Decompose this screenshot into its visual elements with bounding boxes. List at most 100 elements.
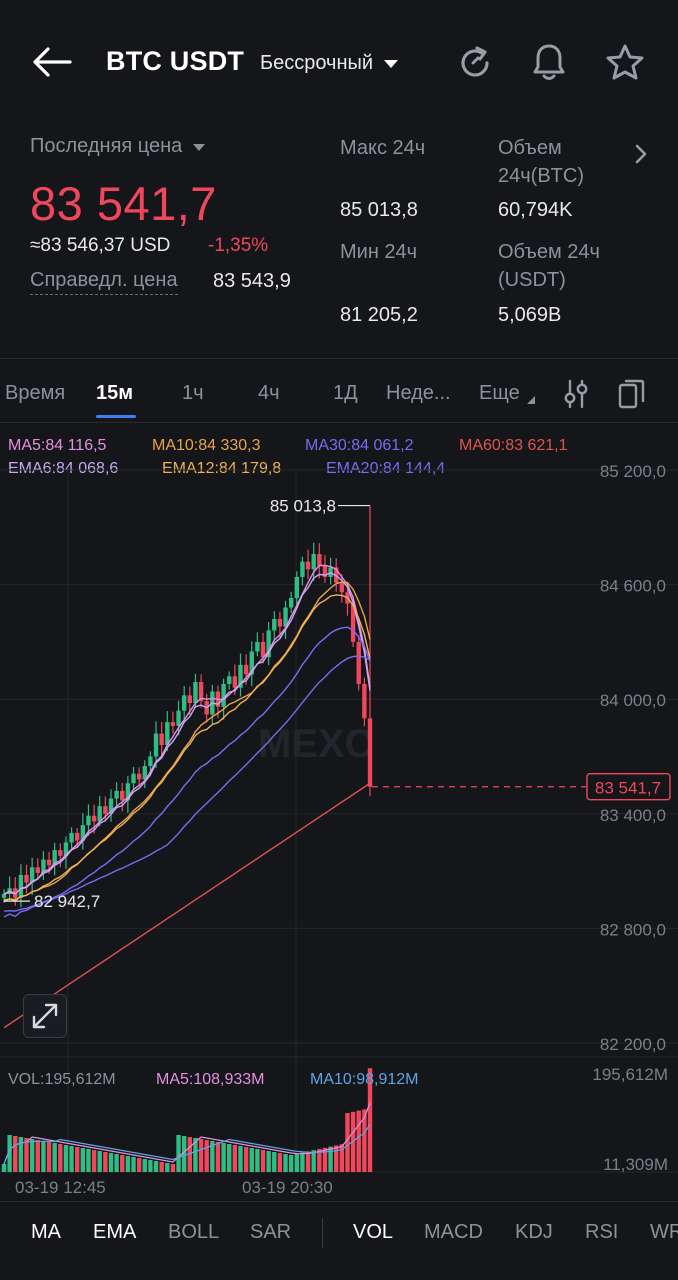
- volume-bar: [176, 1135, 181, 1172]
- legend-ema12: EMA12:84 179,8: [162, 460, 282, 477]
- candle-body: [350, 603, 356, 642]
- fair-price-value: 83 543,9: [213, 270, 291, 292]
- time-tick-label: 03-19 20:30: [242, 1178, 333, 1197]
- volume-bar: [272, 1152, 277, 1172]
- indicator-tab-sar[interactable]: SAR: [250, 1221, 292, 1243]
- volume-bar: [165, 1163, 170, 1172]
- ema20-line: [3, 626, 371, 912]
- candle-body: [153, 733, 159, 757]
- tab-more-label: Еще: [479, 382, 520, 404]
- last-price-label: Последняя цена: [30, 135, 183, 157]
- candle-body: [334, 567, 339, 583]
- indicator-tab-macd[interactable]: MACD: [424, 1221, 483, 1243]
- volume-bar: [35, 1140, 40, 1172]
- volume-bar: [215, 1142, 221, 1172]
- volume-bar: [305, 1151, 311, 1172]
- candle-body: [255, 641, 260, 652]
- chart-bottom-divider: [0, 1201, 678, 1202]
- last-price-dropdown[interactable]: Последняя цена: [30, 135, 206, 158]
- volume-bar: [322, 1147, 328, 1172]
- indicator-tab-kdj[interactable]: KDJ: [515, 1221, 553, 1243]
- volume-tick-label: 11,309M: [603, 1155, 668, 1174]
- volume-bar: [148, 1160, 153, 1172]
- candle-body: [210, 691, 215, 715]
- ma30-line: [3, 655, 371, 918]
- refresh-icon[interactable]: [456, 44, 494, 82]
- volume-bar: [131, 1157, 136, 1172]
- star-favorite-icon[interactable]: [605, 43, 645, 81]
- tab-1d[interactable]: 1Д: [333, 382, 358, 404]
- indicator-tab-vol[interactable]: VOL: [353, 1221, 394, 1243]
- indicator-tab-rsi[interactable]: RSI: [585, 1221, 619, 1243]
- volume-usdt-value: 5,069B: [498, 304, 562, 326]
- candle-body: [317, 554, 322, 566]
- volume-bar: [204, 1140, 209, 1172]
- tab-time[interactable]: Время: [5, 382, 66, 404]
- bell-icon[interactable]: [530, 42, 568, 82]
- change-percent: -1,35%: [208, 235, 269, 256]
- volume-bar: [97, 1151, 102, 1172]
- tab-week[interactable]: Неде...: [386, 382, 451, 404]
- tab-15m[interactable]: 15м: [96, 382, 134, 404]
- tab-more[interactable]: Еще: [479, 382, 536, 405]
- indicator-tab-wr[interactable]: WR: [650, 1221, 678, 1243]
- volume-bar: [13, 1136, 18, 1172]
- caret-down-icon: [192, 143, 205, 151]
- volume-btc-label: Объем 24ч(BTC): [498, 134, 584, 190]
- candle-body: [1, 894, 7, 898]
- candle-body: [108, 798, 114, 814]
- candle-body: [215, 691, 221, 707]
- candle-body: [35, 867, 40, 874]
- back-arrow-icon[interactable]: [30, 44, 74, 80]
- candle-body: [58, 850, 63, 856]
- legend-vol-ma10: MA10:98,912M: [310, 1071, 419, 1088]
- high-24h-label: Макс 24ч: [340, 137, 426, 159]
- candle-body: [367, 718, 373, 787]
- volume-bar: [356, 1110, 361, 1172]
- volume-usdt-label-line2: (USDT): [498, 269, 566, 291]
- volume-bar: [120, 1155, 125, 1172]
- volume-bar: [29, 1139, 35, 1172]
- candle-body: [283, 607, 288, 627]
- candle-body: [125, 783, 131, 801]
- copy-layout-icon[interactable]: [617, 377, 647, 411]
- volume-bar: [260, 1150, 266, 1172]
- contract-type-selector[interactable]: Бессрочный: [260, 52, 399, 75]
- legend-ma10: MA10:84 330,3: [152, 437, 261, 454]
- volume-bar: [170, 1164, 176, 1172]
- volume-bar: [75, 1147, 80, 1172]
- chevron-right-icon[interactable]: [632, 142, 650, 166]
- candle-body: [193, 682, 198, 704]
- price-tick-label: 84 000,0: [600, 691, 666, 710]
- tab-4h[interactable]: 4ч: [258, 382, 280, 404]
- tab-1h[interactable]: 1ч: [182, 382, 204, 404]
- volume-bar: [52, 1143, 57, 1172]
- expand-chart-button[interactable]: [23, 994, 67, 1038]
- indicator-tab-ma[interactable]: MA: [31, 1221, 61, 1243]
- high-marker-label: 85 013,8: [270, 497, 336, 516]
- volume-bar: [294, 1153, 299, 1172]
- volume-bar: [243, 1147, 249, 1172]
- candle-body: [170, 722, 176, 726]
- contract-type-label: Бессрочный: [260, 52, 374, 74]
- candle-body: [24, 874, 29, 883]
- indicator-tab-ema[interactable]: EMA: [93, 1221, 137, 1243]
- candle-body: [136, 773, 142, 780]
- volume-bar: [193, 1138, 198, 1172]
- volume-bar: [300, 1152, 305, 1172]
- time-tick-label: 03-19 12:45: [15, 1178, 106, 1197]
- indicator-settings-icon[interactable]: [563, 378, 589, 410]
- current-price-tag: [586, 773, 671, 801]
- indicator-tab-boll[interactable]: BOLL: [168, 1221, 220, 1243]
- candle-body: [91, 815, 97, 822]
- legend-ma30: MA30:84 061,2: [305, 437, 414, 454]
- volume-bar: [159, 1162, 164, 1172]
- candle-body: [227, 676, 232, 684]
- candle-body: [63, 842, 69, 856]
- stats-divider: [0, 358, 678, 359]
- volume-usdt-label-line1: Объем 24ч: [498, 241, 600, 263]
- pair-title[interactable]: BTC USDT: [106, 46, 245, 76]
- candle-body: [80, 825, 86, 841]
- fair-price-label[interactable]: Справедл. цена: [30, 269, 178, 295]
- volume-bar: [345, 1113, 350, 1172]
